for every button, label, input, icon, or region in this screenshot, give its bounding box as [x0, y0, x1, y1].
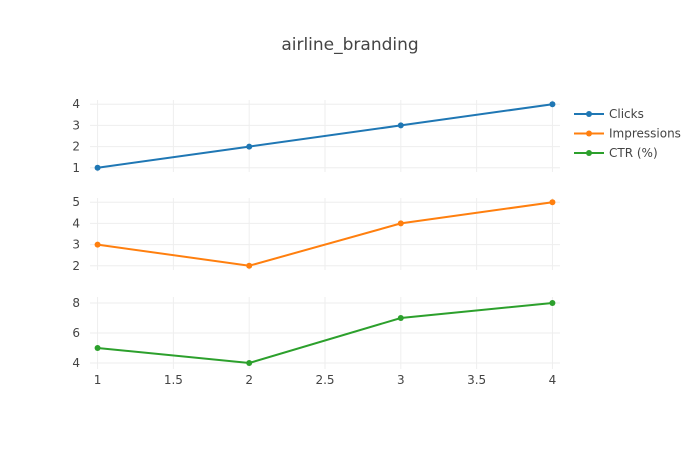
legend-item-impressions[interactable]: Impressions: [574, 127, 681, 141]
impressions-line: [97, 201, 553, 267]
ctr-point-2: [397, 315, 404, 321]
impressions-point-3: [549, 199, 556, 206]
impressions-point-2: [397, 220, 404, 227]
x-tick-label: 2: [245, 373, 253, 387]
legend-marker-clicks: [586, 111, 592, 117]
subplot-ctr-grid: [90, 297, 560, 369]
subplot-ctr-y-axis: 4 6 8: [72, 296, 80, 370]
legend-label-clicks: Clicks: [609, 107, 644, 121]
ctr-y-tick-label: 8: [72, 296, 80, 310]
clicks-point-3: [549, 101, 556, 108]
subplot-impressions-grid: [90, 198, 560, 270]
subplot-clicks: 1 2 3 4: [72, 97, 560, 175]
ctr-line: [97, 302, 553, 365]
ctr-point-1: [246, 360, 253, 366]
impressions-y-tick-label: 5: [72, 195, 80, 209]
subplot-clicks-grid: [90, 100, 560, 172]
clicks-line: [97, 103, 553, 169]
subplot-clicks-series: [94, 101, 556, 171]
x-tick-label: 4: [549, 373, 557, 387]
clicks-y-tick-label: 1: [72, 161, 80, 175]
chart-title: airline_branding: [281, 35, 418, 55]
clicks-point-1: [246, 143, 253, 150]
impressions-y-tick-label: 3: [72, 238, 80, 252]
clicks-y-tick-label: 2: [72, 140, 80, 154]
legend-marker-ctr: [586, 150, 592, 156]
ctr-point-0: [94, 345, 101, 351]
legend-marker-impressions: [586, 130, 592, 137]
subplot-impressions: 2 3 4 5: [72, 195, 560, 273]
impressions-point-1: [246, 262, 253, 269]
x-tick-label: 1: [94, 373, 102, 387]
subplot-impressions-series: [94, 199, 556, 269]
ctr-point-3: [549, 300, 556, 306]
clicks-point-0: [94, 164, 101, 171]
subplot-impressions-y-axis: 2 3 4 5: [72, 195, 80, 273]
legend-label-impressions: Impressions: [609, 127, 681, 141]
subplot-ctr: 4 6 8: [72, 296, 560, 370]
ctr-y-tick-label: 6: [72, 326, 80, 340]
impressions-point-0: [94, 241, 101, 248]
clicks-y-tick-label: 3: [72, 118, 80, 132]
clicks-point-2: [397, 122, 404, 129]
legend-label-ctr: CTR (%): [609, 146, 658, 160]
legend: Clicks Impressions CTR (%): [574, 107, 681, 160]
ctr-y-tick-label: 4: [72, 356, 80, 370]
x-tick-label: 3: [397, 373, 405, 387]
clicks-y-tick-label: 4: [72, 97, 80, 111]
x-tick-label: 2.5: [315, 373, 334, 387]
legend-item-clicks[interactable]: Clicks: [574, 107, 644, 121]
subplot-ctr-series: [94, 300, 556, 366]
x-tick-label: 3.5: [467, 373, 486, 387]
x-axis: 1 1.5 2 2.5 3 3.5 4: [94, 373, 556, 387]
x-tick-label: 1.5: [164, 373, 183, 387]
impressions-y-tick-label: 4: [72, 216, 80, 230]
subplot-clicks-y-axis: 1 2 3 4: [72, 97, 80, 175]
legend-item-ctr[interactable]: CTR (%): [574, 146, 658, 160]
impressions-y-tick-label: 2: [72, 259, 80, 273]
